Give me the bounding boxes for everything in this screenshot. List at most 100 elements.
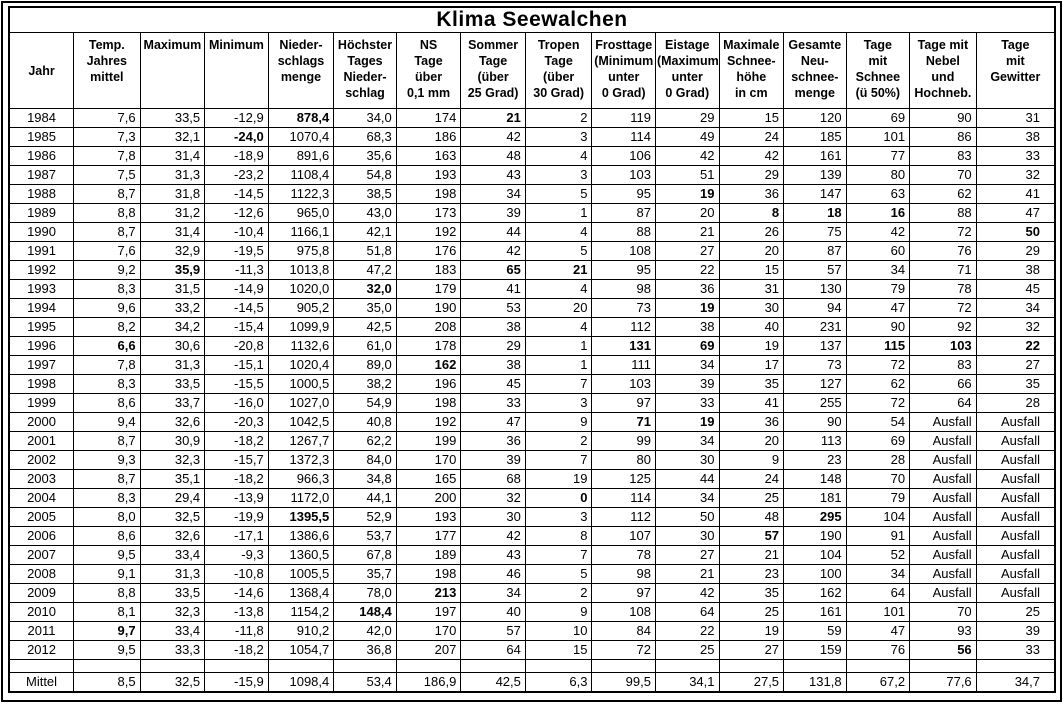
cell-jahr: 2003 (8, 469, 75, 489)
cell-ns-tage: 196 (395, 374, 462, 394)
cell-eistage: 27 (654, 241, 720, 261)
cell-sommertage: 45 (460, 374, 526, 394)
cell-tage-mit-nebel: 56 (909, 640, 977, 660)
cell-tropentage: 7 (524, 545, 593, 565)
cell-frosttage: 97 (591, 583, 656, 603)
cell-tage-mit-nebel: 78 (909, 279, 977, 299)
cell-tropentage: 0 (524, 488, 593, 508)
cell-temp-jahresmittel: 8,3 (73, 279, 141, 299)
cell-tage-mit-gewitter: 39 (975, 621, 1056, 641)
cell-sommertage: 53 (460, 298, 526, 318)
cell-frosttage: 111 (591, 355, 656, 375)
cell-jahr: 1995 (8, 317, 75, 337)
cell-jahr: 1991 (8, 241, 75, 261)
cell-hoechster-tagesniederschlag: 54,8 (333, 165, 397, 185)
cell-hoechster-tagesniederschlag: 38,2 (333, 374, 397, 394)
cell-frosttage: 99,5 (591, 672, 656, 693)
spacer-row (8, 659, 1056, 673)
cell-sommertage: 42 (460, 241, 526, 261)
cell-temp-jahresmittel: 8,6 (73, 526, 141, 546)
year-row: 2012 9,5 33,3 -18,2 1054,7 36,8 207 64 15 72 25 27 1… (8, 640, 1056, 660)
cell-hoechster-tagesniederschlag: 67,8 (333, 545, 397, 565)
header-line: in cm (734, 86, 768, 100)
cell-eistage: 34 (654, 431, 720, 451)
cell-jahr: 1986 (8, 146, 75, 166)
cell-tage-mit-nebel: Ausfall (909, 564, 977, 584)
cell-minimum: -24,0 (204, 127, 269, 147)
cell-neuschneemenge: 231 (783, 317, 847, 337)
header-line: (Maximum (656, 54, 719, 68)
cell-temp-jahresmittel: 8,0 (73, 507, 141, 527)
cell-minimum: -14,5 (204, 298, 269, 318)
cell-max-schneehoehe: 15 (718, 108, 785, 128)
cell-frosttage: 106 (591, 146, 656, 166)
header-line: mit (868, 54, 888, 68)
cell-sommertage: 21 (460, 108, 526, 128)
cell-tage-mit-gewitter: Ausfall (975, 526, 1056, 546)
year-row: 2003 8,7 35,1 -18,2 966,3 34,8 165 68 19 125 44 24 1… (8, 469, 1056, 489)
cell-tage-mit-gewitter: 50 (975, 222, 1056, 242)
cell-niederschlagsmenge: 1020,4 (267, 355, 335, 375)
cell-frosttage: 103 (591, 374, 656, 394)
empty-cell (333, 659, 397, 673)
cell-max-schneehoehe: 29 (718, 165, 785, 185)
header-line: 30 Grad) (533, 86, 585, 100)
cell-niederschlagsmenge: 1020,0 (267, 279, 335, 299)
cell-eistage: 27 (654, 545, 720, 565)
column-header-minimum: Minimum (204, 32, 269, 109)
cell-ns-tage: 162 (395, 355, 462, 375)
cell-minimum: -12,6 (204, 203, 269, 223)
cell-tage-mit-schnee: 91 (845, 526, 911, 546)
cell-maximum: 31,3 (139, 355, 206, 375)
cell-tropentage: 6,3 (524, 672, 593, 693)
cell-eistage: 19 (654, 412, 720, 432)
cell-neuschneemenge: 130 (783, 279, 847, 299)
cell-minimum: -10,8 (204, 564, 269, 584)
column-header-ns-tage: NS Tage über 0,1 mm (395, 32, 462, 109)
cell-maximum: 35,9 (139, 260, 206, 280)
cell-frosttage: 97 (591, 393, 656, 413)
cell-ns-tage: 208 (395, 317, 462, 337)
cell-neuschneemenge: 159 (783, 640, 847, 660)
cell-hoechster-tagesniederschlag: 62,2 (333, 431, 397, 451)
cell-frosttage: 125 (591, 469, 656, 489)
cell-neuschneemenge: 120 (783, 108, 847, 128)
cell-tage-mit-gewitter: 35 (975, 374, 1056, 394)
header-row: Jahr Temp. Jahres mittel Maximum Minimum Niede… (8, 32, 1056, 109)
header-line: (über (543, 70, 575, 84)
cell-eistage: 51 (654, 165, 720, 185)
cell-tage-mit-gewitter: Ausfall (975, 450, 1056, 470)
year-row: 2000 9,4 32,6 -20,3 1042,5 40,8 192 47 9 71 19 36 90… (8, 412, 1056, 432)
cell-tage-mit-schnee: 77 (845, 146, 911, 166)
cell-eistage: 64 (654, 602, 720, 622)
cell-temp-jahresmittel: 8,5 (73, 672, 141, 693)
cell-jahr: 2007 (8, 545, 75, 565)
cell-max-schneehoehe: 36 (718, 412, 785, 432)
cell-neuschneemenge: 162 (783, 583, 847, 603)
cell-eistage: 22 (654, 260, 720, 280)
cell-sommertage: 32 (460, 488, 526, 508)
cell-eistage: 25 (654, 640, 720, 660)
cell-eistage: 19 (654, 298, 720, 318)
cell-tage-mit-schnee: 62 (845, 374, 911, 394)
cell-niederschlagsmenge: 878,4 (267, 108, 335, 128)
cell-tage-mit-gewitter: 33 (975, 640, 1056, 660)
cell-sommertage: 43 (460, 165, 526, 185)
cell-max-schneehoehe: 9 (718, 450, 785, 470)
cell-maximum: 32,6 (139, 526, 206, 546)
cell-jahr: 2001 (8, 431, 75, 451)
header-line: Eistage (665, 38, 710, 52)
cell-ns-tage: 177 (395, 526, 462, 546)
cell-minimum: -12,9 (204, 108, 269, 128)
cell-tropentage: 8 (524, 526, 593, 546)
cell-jahr: 1999 (8, 393, 75, 413)
cell-ns-tage: 193 (395, 165, 462, 185)
cell-sommertage: 57 (460, 621, 526, 641)
cell-ns-tage: 192 (395, 412, 462, 432)
cell-frosttage: 87 (591, 203, 656, 223)
title-row: Klima Seewalchen (8, 6, 1056, 33)
cell-ns-tage: 198 (395, 184, 462, 204)
empty-cell (267, 659, 335, 673)
header-line: Nieder- (343, 70, 387, 84)
cell-sommertage: 48 (460, 146, 526, 166)
